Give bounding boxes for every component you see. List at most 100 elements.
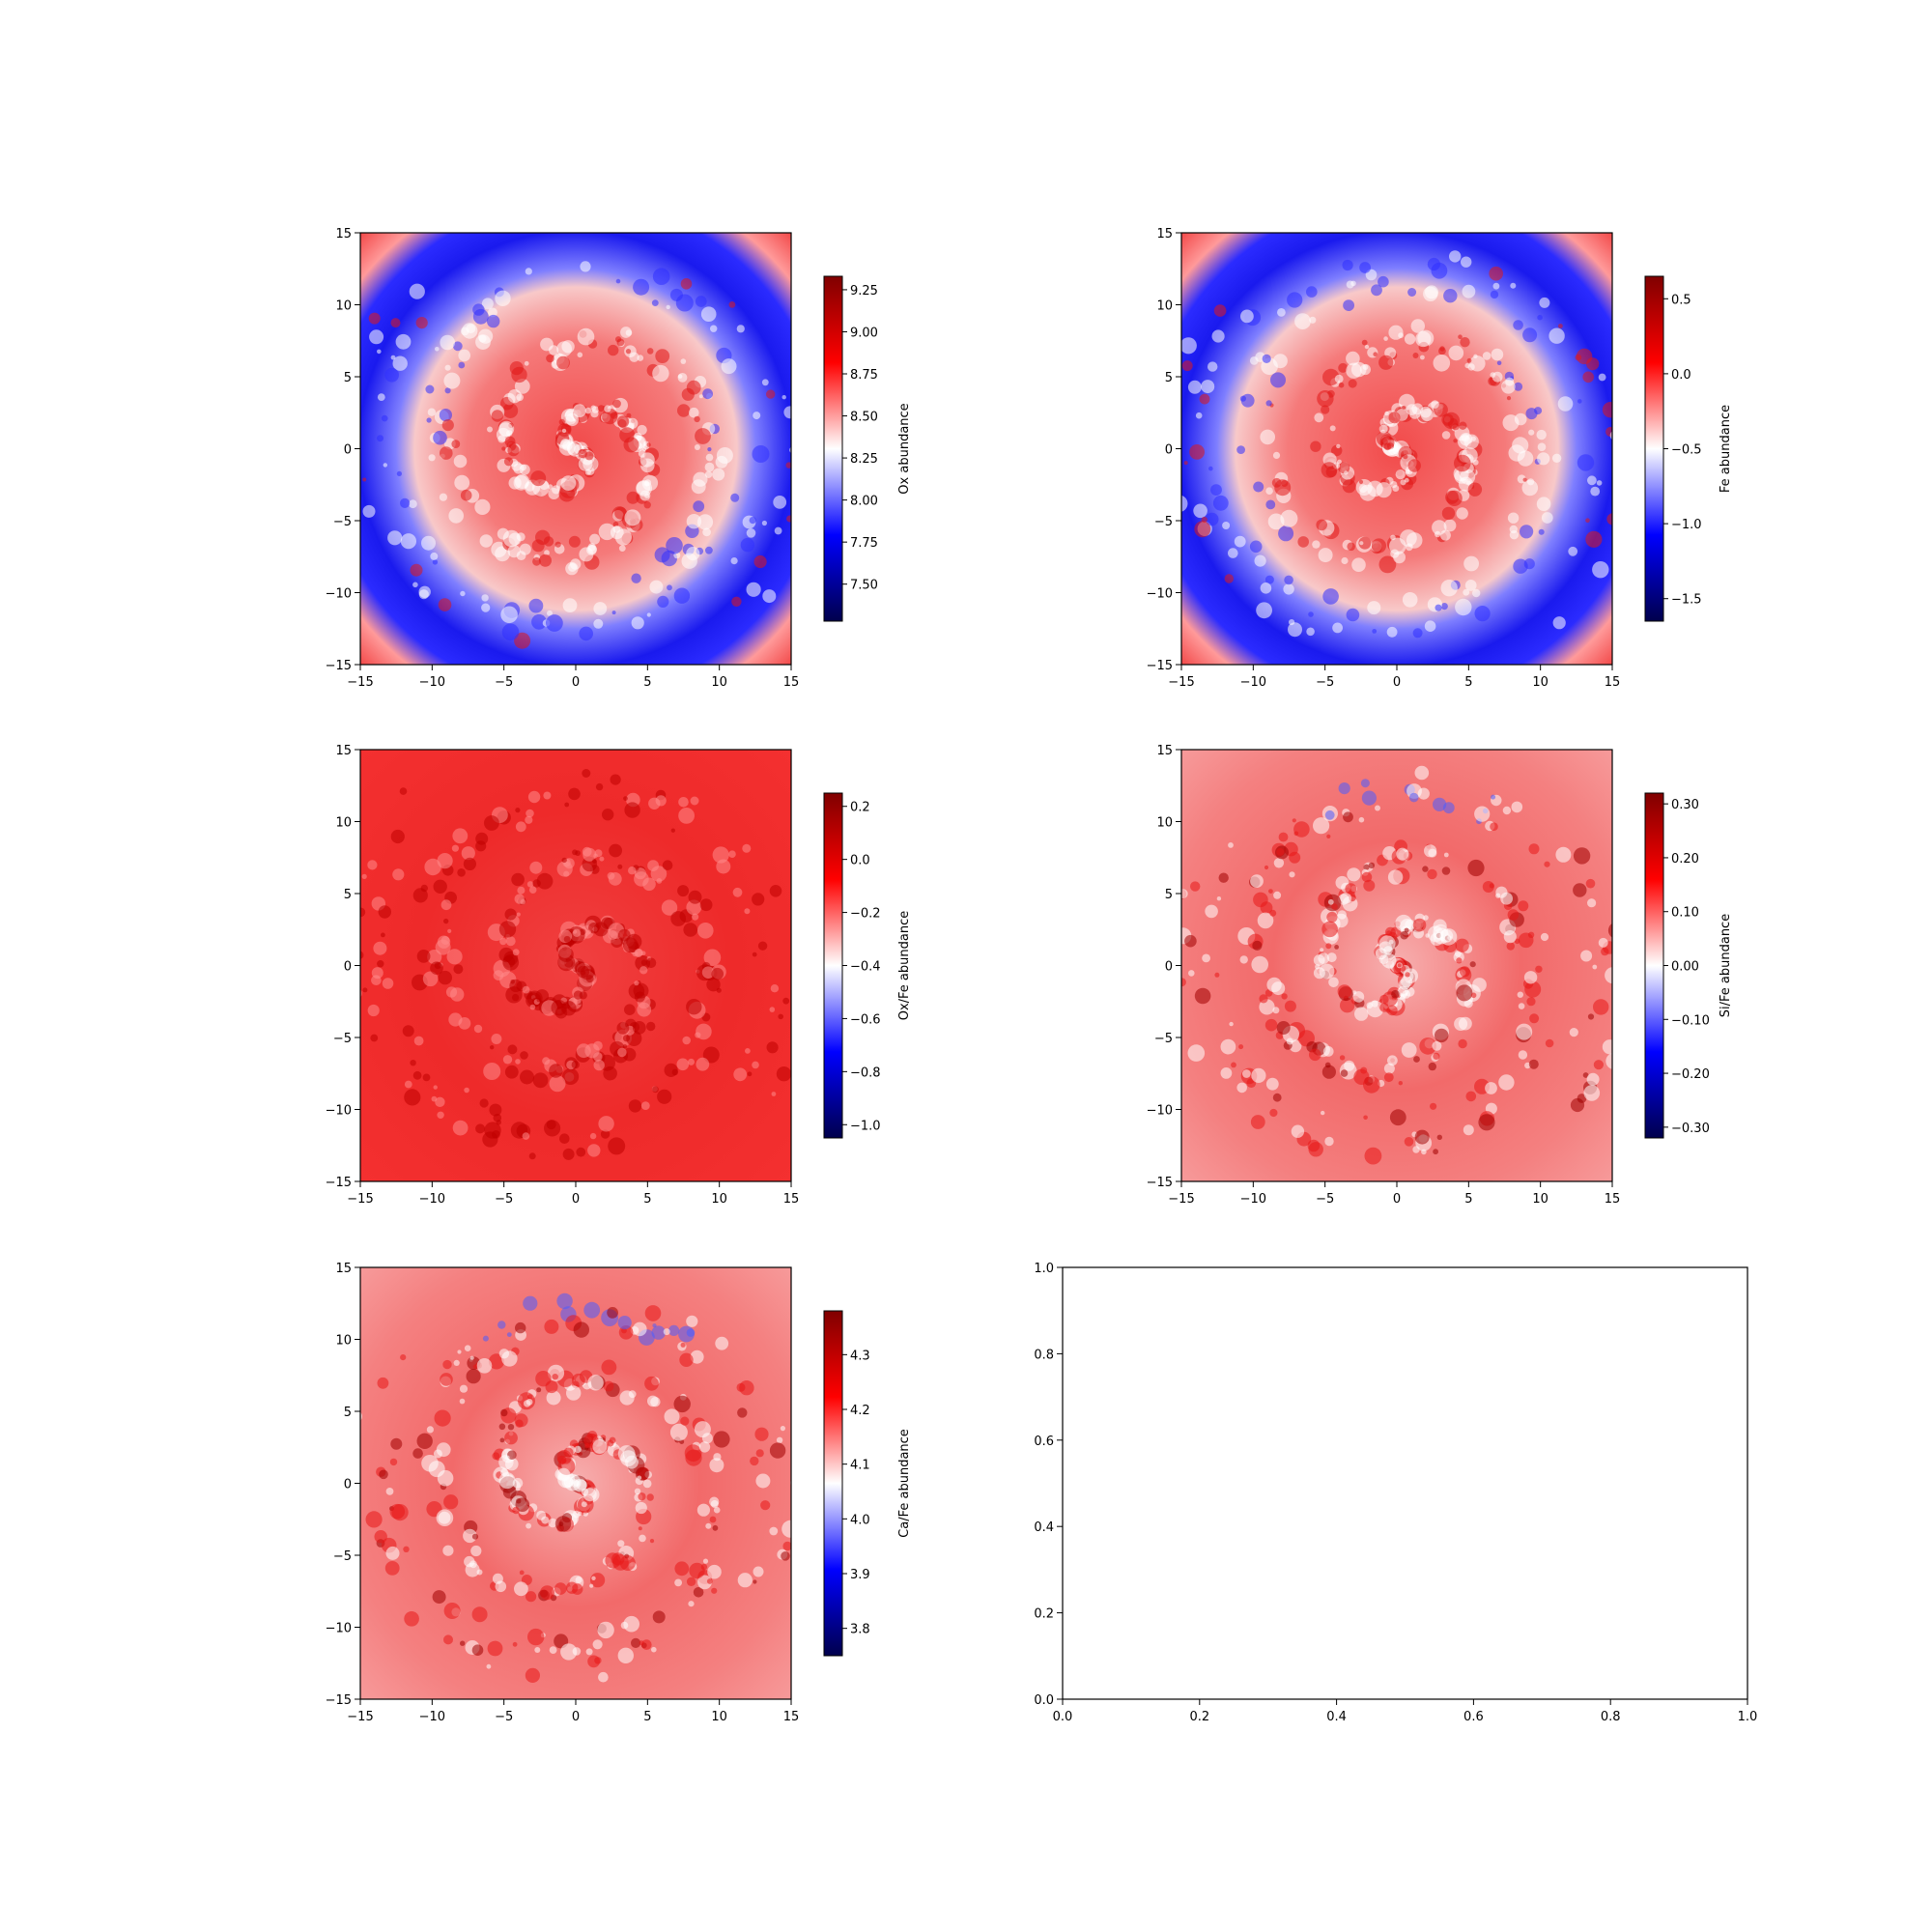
colorbar-tick-label: 3.8 (850, 1623, 870, 1637)
x-tick-label: 5 (1464, 675, 1472, 690)
colorbar-tick-label: 0.20 (1671, 852, 1699, 867)
y-tick-label: 0.6 (1034, 1435, 1054, 1449)
empty-axes-frame (1062, 1266, 1748, 1700)
y-tick-label: −15 (326, 659, 352, 673)
colorbar-tick-label: −0.20 (1671, 1067, 1710, 1082)
x-tick-label: 10 (1532, 675, 1548, 690)
y-tick-label: −15 (326, 1693, 352, 1708)
y-tick-label: 5 (1165, 888, 1173, 902)
x-tick-label: 0.8 (1601, 1710, 1621, 1724)
colorbar-tick-label: 3.9 (850, 1568, 870, 1582)
y-tick-label: −10 (326, 587, 352, 602)
colorbar-tick-label: 0.0 (850, 854, 870, 868)
colorbar-tick-label: −0.10 (1671, 1013, 1710, 1028)
x-tick-label: 0 (572, 675, 580, 690)
heatmap-image (1181, 233, 1612, 665)
colorbar (823, 275, 843, 622)
x-tick-label: −15 (347, 675, 373, 690)
colorbar-tick-label: 0.00 (1671, 960, 1699, 975)
x-tick-label: 15 (1605, 1192, 1621, 1207)
y-tick-label: 5 (344, 1406, 352, 1420)
heatmap-image (360, 233, 791, 665)
y-tick-label: 5 (1165, 371, 1173, 385)
colorbar-label: Si/Fe abundance (1719, 914, 1733, 1017)
colorbar-tick-label: −0.2 (850, 907, 881, 922)
x-tick-label: 0.4 (1326, 1710, 1347, 1724)
colorbar (823, 1310, 843, 1657)
colorbar-label: Ox/Fe abundance (897, 911, 912, 1021)
y-tick-label: 5 (344, 888, 352, 902)
y-tick-label: −5 (333, 515, 352, 529)
heatmap-image (360, 750, 791, 1181)
colorbar-label: Fe abundance (1719, 405, 1733, 493)
x-tick-label: 0 (572, 1710, 580, 1724)
y-tick-label: 1.0 (1034, 1262, 1054, 1276)
colorbar (1644, 275, 1664, 622)
y-tick-label: 10 (335, 299, 352, 314)
colorbar-tick-label: 0.30 (1671, 798, 1699, 812)
colorbar (1644, 792, 1664, 1139)
x-tick-label: 15 (783, 1710, 800, 1724)
x-tick-label: 0 (1393, 1192, 1401, 1207)
y-tick-label: −5 (1154, 1032, 1173, 1046)
colorbar-tick-label: 0.0 (1671, 368, 1691, 383)
y-tick-label: −10 (1147, 1104, 1173, 1119)
y-tick-label: 0.4 (1034, 1520, 1054, 1535)
heatmap-image (360, 1267, 791, 1699)
x-tick-label: −10 (1240, 675, 1266, 690)
colorbar-label: Ca/Fe abundance (897, 1429, 912, 1538)
colorbar-tick-label: 8.25 (850, 452, 878, 467)
heatmap-image (1181, 750, 1612, 1181)
x-tick-label: 1.0 (1738, 1710, 1758, 1724)
y-tick-label: 15 (1156, 227, 1173, 242)
colorbar-tick-label: −1.0 (850, 1119, 881, 1133)
y-tick-label: −15 (1147, 659, 1173, 673)
colorbar-tick-label: 4.3 (850, 1349, 870, 1363)
y-tick-label: −5 (333, 1549, 352, 1564)
x-tick-label: −15 (1168, 675, 1194, 690)
y-tick-label: 0.8 (1034, 1348, 1054, 1362)
colorbar-tick-label: −1.5 (1671, 593, 1702, 608)
x-tick-label: 5 (1464, 1192, 1472, 1207)
x-tick-label: −10 (419, 1192, 445, 1207)
x-tick-label: −5 (1316, 1192, 1334, 1207)
y-tick-label: 0 (1165, 443, 1173, 458)
y-tick-label: −5 (1154, 515, 1173, 529)
y-tick-label: 0 (344, 960, 352, 975)
y-tick-label: 10 (1156, 299, 1173, 314)
x-tick-label: 0 (572, 1192, 580, 1207)
colorbar-tick-label: −0.6 (850, 1012, 881, 1027)
y-tick-label: −15 (1147, 1176, 1173, 1190)
y-tick-label: 15 (335, 1262, 352, 1276)
y-tick-label: 0.2 (1034, 1607, 1054, 1622)
x-tick-label: −5 (1316, 675, 1334, 690)
y-tick-label: 0 (344, 1478, 352, 1492)
colorbar-tick-label: 4.1 (850, 1459, 870, 1473)
x-tick-label: −15 (1168, 1192, 1194, 1207)
colorbar-tick-label: 8.75 (850, 368, 878, 383)
colorbar-tick-label: 9.25 (850, 284, 878, 298)
colorbar-tick-label: −0.30 (1671, 1122, 1710, 1136)
x-tick-label: 15 (783, 675, 800, 690)
y-tick-label: −5 (333, 1032, 352, 1046)
y-tick-label: −10 (326, 1104, 352, 1119)
colorbar-tick-label: −0.8 (850, 1065, 881, 1080)
colorbar-label: Ox abundance (897, 403, 912, 494)
y-tick-label: −10 (326, 1622, 352, 1636)
x-tick-label: −5 (495, 675, 513, 690)
colorbar-tick-label: −0.4 (850, 960, 881, 975)
x-tick-label: −15 (347, 1192, 373, 1207)
x-tick-label: 10 (711, 675, 727, 690)
x-tick-label: 10 (711, 1192, 727, 1207)
colorbar-tick-label: 8.50 (850, 411, 878, 425)
colorbar-tick-label: −1.0 (1671, 518, 1702, 532)
x-tick-label: −10 (419, 1710, 445, 1724)
y-tick-label: −10 (1147, 587, 1173, 602)
y-tick-label: 5 (344, 371, 352, 385)
x-tick-label: 0.0 (1053, 1710, 1073, 1724)
x-tick-label: 5 (643, 1710, 651, 1724)
colorbar-tick-label: 0.10 (1671, 906, 1699, 921)
x-tick-label: 5 (643, 675, 651, 690)
x-tick-label: 15 (783, 1192, 800, 1207)
